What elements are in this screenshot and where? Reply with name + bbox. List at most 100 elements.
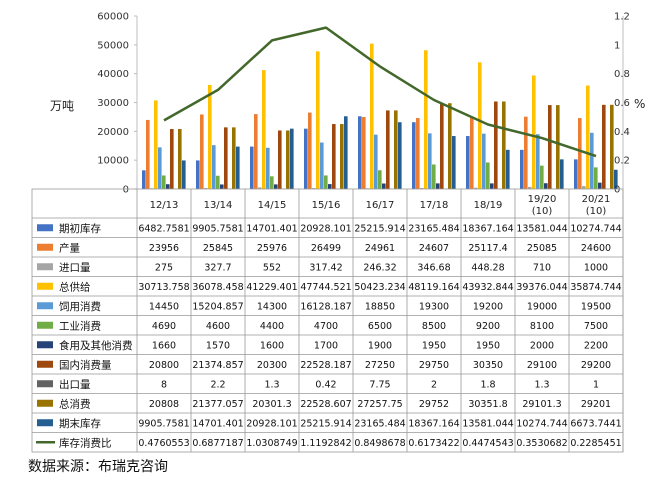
bar-2-1 (146, 119, 150, 189)
category-label-4: 15/16 (312, 200, 341, 211)
bar-11-7 (506, 149, 510, 189)
bar-6-1 (162, 175, 166, 189)
data-label-8-9: 29200 (581, 360, 611, 371)
legend-key-5 (37, 302, 53, 310)
data-label-11-5: 23165.484 (354, 418, 405, 429)
series-name-10: 总消费 (59, 397, 91, 410)
data-label-2-1: 23956 (149, 243, 179, 254)
right-axis-tick-label: 0 (614, 185, 620, 196)
right-axis-tick-label: 0.8 (614, 69, 630, 80)
bar-1-8 (520, 149, 524, 189)
bar-10-4 (340, 124, 344, 189)
bar-8-9 (602, 104, 606, 189)
line-series (163, 26, 597, 158)
bar-5-3 (266, 147, 270, 189)
data-label-1-4: 20928.101 (300, 223, 351, 234)
data-label-2-2: 25845 (203, 243, 233, 254)
legend-key-11 (37, 419, 53, 427)
left-axis-tick-label: 50000 (97, 40, 129, 51)
bar-3-8 (528, 186, 532, 189)
bar-8-1 (170, 129, 174, 189)
bar-1-5 (358, 116, 362, 189)
bar-5-7 (482, 133, 486, 189)
bar-2-9 (578, 118, 582, 189)
data-label-3-2: 327.7 (204, 262, 231, 273)
data-label-3-6: 346.68 (417, 262, 450, 273)
data-label-12-1: 0.4760553 (138, 438, 189, 449)
data-label-3-9: 1000 (584, 262, 608, 273)
data-label-10-8: 29101.3 (522, 399, 561, 410)
series-name-12: 库存消费比 (59, 436, 112, 449)
bar-7-7 (490, 183, 494, 189)
bar-4-4 (316, 51, 320, 190)
data-label-11-3: 20928.101 (246, 418, 297, 429)
bar-1-6 (412, 122, 416, 189)
data-label-7-2: 1570 (206, 340, 230, 351)
bar-3-9 (582, 186, 586, 189)
bar-10-7 (502, 101, 506, 189)
data-label-8-2: 21374.857 (192, 360, 243, 371)
category-label-8: 19/20 (528, 194, 557, 205)
data-label-1-2: 9905.7581 (192, 223, 243, 234)
bar-7-8 (544, 183, 548, 189)
bar-11-1 (182, 160, 186, 189)
bar-8-6 (440, 103, 444, 189)
legend-key-6 (37, 321, 53, 329)
data-label-7-9: 2200 (584, 340, 608, 351)
bar-7-9 (598, 182, 602, 189)
data-label-10-1: 20808 (149, 399, 179, 410)
right-axis-unit: % (634, 97, 645, 111)
legend-key-10 (37, 399, 53, 407)
bar-3-2 (204, 188, 208, 189)
bar-3-3 (258, 187, 262, 189)
data-label-10-7: 30351.8 (468, 399, 507, 410)
data-label-1-7: 18367.164 (462, 223, 513, 234)
source-note: 数据来源：布瑞克咨询 (28, 459, 168, 475)
right-axis-tick-label: 0.2 (614, 156, 630, 167)
category-label-9: 20/21 (582, 194, 611, 205)
series-name-7: 食用及其他消费 (59, 339, 133, 352)
bar-1-2 (196, 160, 200, 189)
bar-6-8 (540, 165, 544, 189)
bar-5-9 (590, 132, 594, 189)
legend-key-4 (37, 282, 53, 290)
data-label-4-2: 36078.458 (192, 282, 243, 293)
data-label-7-6: 1950 (422, 340, 446, 351)
bar-11-6 (452, 136, 456, 189)
category-label-6: 17/18 (420, 200, 449, 211)
data-label-9-9: 1 (593, 379, 599, 390)
data-label-7-1: 1660 (152, 340, 176, 351)
bar-4-3 (262, 70, 266, 189)
series-name-5: 饲用消费 (59, 300, 101, 313)
data-label-3-7: 448.28 (471, 262, 504, 273)
bar-11-5 (398, 122, 402, 189)
data-label-11-7: 13581.044 (462, 418, 513, 429)
bar-6-5 (378, 170, 382, 189)
series-name-2: 产量 (59, 241, 80, 254)
bar-5-1 (158, 147, 162, 189)
bar-7-6 (436, 183, 440, 189)
left-axis-tick-label: 20000 (97, 127, 129, 138)
data-label-8-4: 22528.187 (300, 360, 351, 371)
data-label-7-4: 1700 (314, 340, 338, 351)
data-label-8-6: 29750 (419, 360, 449, 371)
bar-2-7 (470, 116, 474, 189)
data-label-9-6: 2 (431, 379, 437, 390)
bar-2-2 (200, 114, 204, 189)
left-axis-tick-label: 0 (123, 185, 129, 196)
data-label-5-2: 15204.857 (192, 301, 243, 312)
bar-1-9 (574, 159, 578, 189)
data-label-1-5: 25215.914 (354, 223, 405, 234)
data-label-9-1: 8 (161, 379, 167, 390)
data-label-12-3: 1.0308749 (246, 438, 297, 449)
data-label-4-4: 47744.521 (300, 282, 351, 293)
bar-10-2 (232, 127, 236, 189)
bar-4-7 (478, 62, 482, 189)
data-label-4-9: 35874.744 (570, 282, 621, 293)
data-label-6-5: 6500 (368, 321, 392, 332)
bar-4-2 (208, 84, 212, 189)
data-label-2-3: 25976 (257, 243, 287, 254)
legend-key-1 (37, 224, 53, 232)
right-axis-tick-label: 0.4 (614, 127, 630, 138)
